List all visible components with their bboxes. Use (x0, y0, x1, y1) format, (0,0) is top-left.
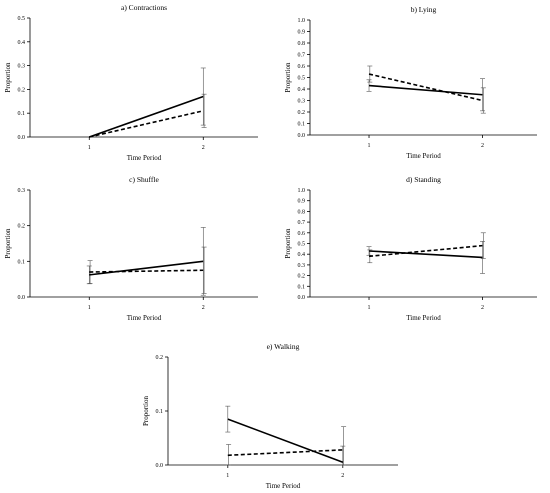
y-tick-label: 0.0 (156, 463, 164, 469)
y-tick-label: 1.0 (298, 188, 306, 194)
y-axis-label: Proportion (4, 62, 12, 92)
y-tick-label: 0.2 (18, 224, 26, 230)
panel-e: e) Walking 0.0 0.1 0.2 1 2 Time Period Proporti… (142, 342, 398, 490)
y-tick-label: 0.3 (18, 188, 26, 194)
x-axis-label: Time Period (127, 314, 162, 322)
series-line-dashed (227, 449, 343, 457)
chart-title: d) Standing (406, 175, 441, 184)
x-tick-label: 1 (368, 305, 371, 311)
y-tick-label: 0.1 (298, 122, 306, 128)
y-tick-label: 0.0 (298, 133, 306, 139)
y-tick-label: 0.9 (298, 199, 306, 205)
y-tick-label: 0.7 (298, 220, 306, 226)
x-tick-label: 2 (481, 305, 484, 311)
y-tick-label: 0.1 (18, 259, 26, 265)
y-tick-label: 1.0 (298, 18, 306, 24)
y-tick-label: 0.1 (298, 284, 306, 290)
panel-a: a) Contractions 0.0 0.1 0.2 0.3 0.4 0.5 1 2 Time … (4, 3, 258, 162)
y-tick-label: 0.0 (298, 295, 306, 301)
x-axis-label: Time Period (406, 314, 441, 322)
x-tick-label: 1 (88, 145, 91, 151)
x-tick-label: 2 (481, 143, 484, 149)
x-axis-label: Time Period (406, 152, 441, 160)
y-tick-label: 0.2 (156, 355, 164, 361)
panel-c: c) Shuffle 0.0 0.1 0.2 0.3 1 2 Time Period Propo… (4, 175, 258, 322)
y-axis-label: Proportion (4, 228, 12, 258)
series-line-solid (227, 418, 344, 464)
y-tick-label: 0.5 (18, 16, 26, 22)
y-tick-label: 0.4 (298, 87, 306, 93)
y-tick-label: 0.6 (298, 64, 306, 70)
y-tick-label: 0.2 (18, 87, 26, 93)
chart-title: a) Contractions (121, 3, 167, 12)
y-axis-label: Proportion (142, 396, 150, 426)
series-line-solid (89, 95, 204, 138)
series-line-dashed (89, 269, 204, 273)
y-tick-label: 0.4 (298, 252, 306, 258)
y-tick-label: 0.1 (156, 409, 164, 415)
x-tick-label: 1 (226, 473, 229, 479)
y-tick-label: 0.6 (298, 231, 306, 237)
chart-title: c) Shuffle (129, 175, 159, 184)
chart-title: b) Lying (411, 5, 437, 14)
panel-b: b) Lying 0.0 0.1 0.2 0.3 0.4 0.5 0.6 0.7 0.8 0.9 1.… (284, 5, 537, 160)
panel-d: d) Standing 0.0 0.1 0.2 0.3 0.4 0.5 0.6 0.7 0.8 0.… (284, 175, 537, 322)
series-line-solid (89, 260, 204, 276)
y-tick-label: 0.8 (298, 41, 306, 47)
y-tick-label: 0.0 (18, 135, 26, 141)
y-tick-label: 0.7 (298, 53, 306, 59)
chart-title: e) Walking (267, 342, 300, 351)
y-tick-label: 0.5 (298, 242, 306, 248)
y-tick-label: 0.2 (298, 274, 306, 280)
y-tick-label: 0.1 (18, 111, 26, 117)
series-line-solid (368, 84, 483, 96)
y-tick-label: 0.2 (298, 110, 306, 116)
series-line-dashed (89, 110, 204, 138)
x-axis-label: Time Period (266, 482, 301, 490)
y-tick-label: 0.3 (18, 64, 26, 70)
y-tick-label: 0.9 (298, 30, 306, 36)
y-axis-label: Proportion (284, 62, 292, 92)
y-tick-label: 0.5 (298, 76, 306, 82)
y-tick-label: 0.0 (18, 295, 26, 301)
y-tick-label: 0.4 (18, 40, 26, 46)
x-axis-label: Time Period (127, 154, 162, 162)
y-tick-label: 0.3 (298, 99, 306, 105)
y-axis-label: Proportion (284, 228, 292, 258)
x-tick-label: 1 (368, 143, 371, 149)
x-tick-label: 2 (341, 473, 344, 479)
y-tick-label: 0.8 (298, 209, 306, 215)
x-tick-label: 2 (202, 145, 205, 151)
x-tick-label: 2 (202, 305, 205, 311)
series-line-solid (368, 250, 483, 259)
x-tick-label: 1 (88, 305, 91, 311)
y-tick-label: 0.3 (298, 263, 306, 269)
